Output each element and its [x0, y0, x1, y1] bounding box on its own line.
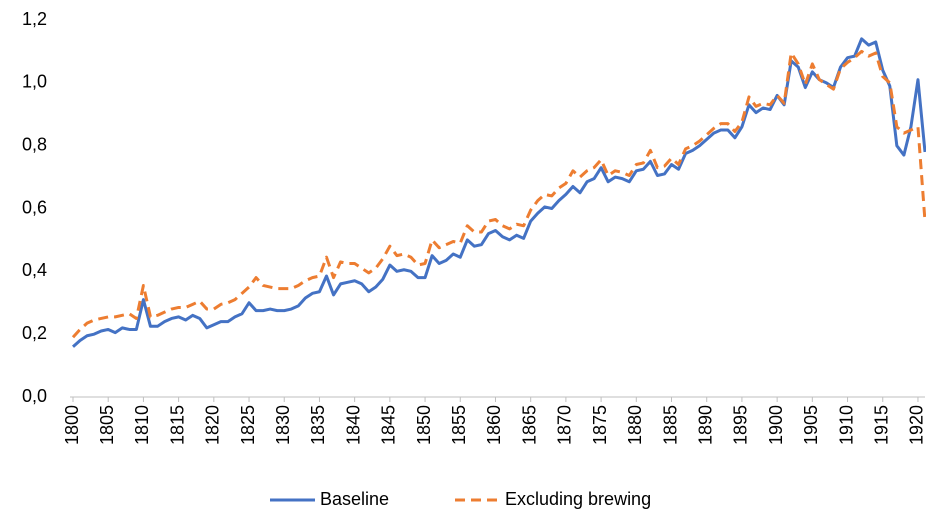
x-tick-label: 1830 [273, 405, 293, 445]
y-tick-label: 0,0 [22, 386, 47, 406]
y-tick-label: 0,4 [22, 260, 47, 280]
x-tick-label: 1840 [343, 405, 363, 445]
y-tick-label: 0,8 [22, 134, 47, 154]
x-tick-label: 1890 [695, 405, 715, 445]
x-tick-label: 1870 [555, 405, 575, 445]
x-tick-label: 1800 [62, 405, 82, 445]
x-tick-label: 1805 [97, 405, 117, 445]
x-tick-label: 1910 [836, 405, 856, 445]
legend-label: Baseline [320, 489, 389, 509]
x-tick-label: 1820 [203, 405, 223, 445]
x-tick-label: 1915 [872, 405, 892, 445]
series-line [71, 49, 926, 339]
x-tick-label: 1810 [132, 405, 152, 445]
x-tick-label: 1920 [907, 405, 926, 445]
x-tick-label: 1885 [660, 405, 680, 445]
x-tick-label: 1835 [308, 405, 328, 445]
x-tick-label: 1880 [625, 405, 645, 445]
y-tick-label: 0,6 [22, 197, 47, 217]
y-tick-label: 0,2 [22, 323, 47, 343]
x-tick-label: 1900 [766, 405, 786, 445]
x-tick-label: 1825 [238, 405, 258, 445]
series-line [72, 37, 926, 348]
y-tick-label: 1,0 [22, 72, 47, 92]
x-tick-label: 1865 [519, 405, 539, 445]
x-tick-label: 1845 [379, 405, 399, 445]
legend-label: Excluding brewing [505, 489, 651, 509]
x-tick-label: 1850 [414, 405, 434, 445]
x-tick-label: 1875 [590, 405, 610, 445]
y-tick-label: 1,2 [22, 9, 47, 29]
x-tick-label: 1815 [167, 405, 187, 445]
x-tick-label: 1860 [484, 405, 504, 445]
x-tick-label: 1855 [449, 405, 469, 445]
x-tick-label: 1895 [731, 405, 751, 445]
x-tick-label: 1905 [801, 405, 821, 445]
